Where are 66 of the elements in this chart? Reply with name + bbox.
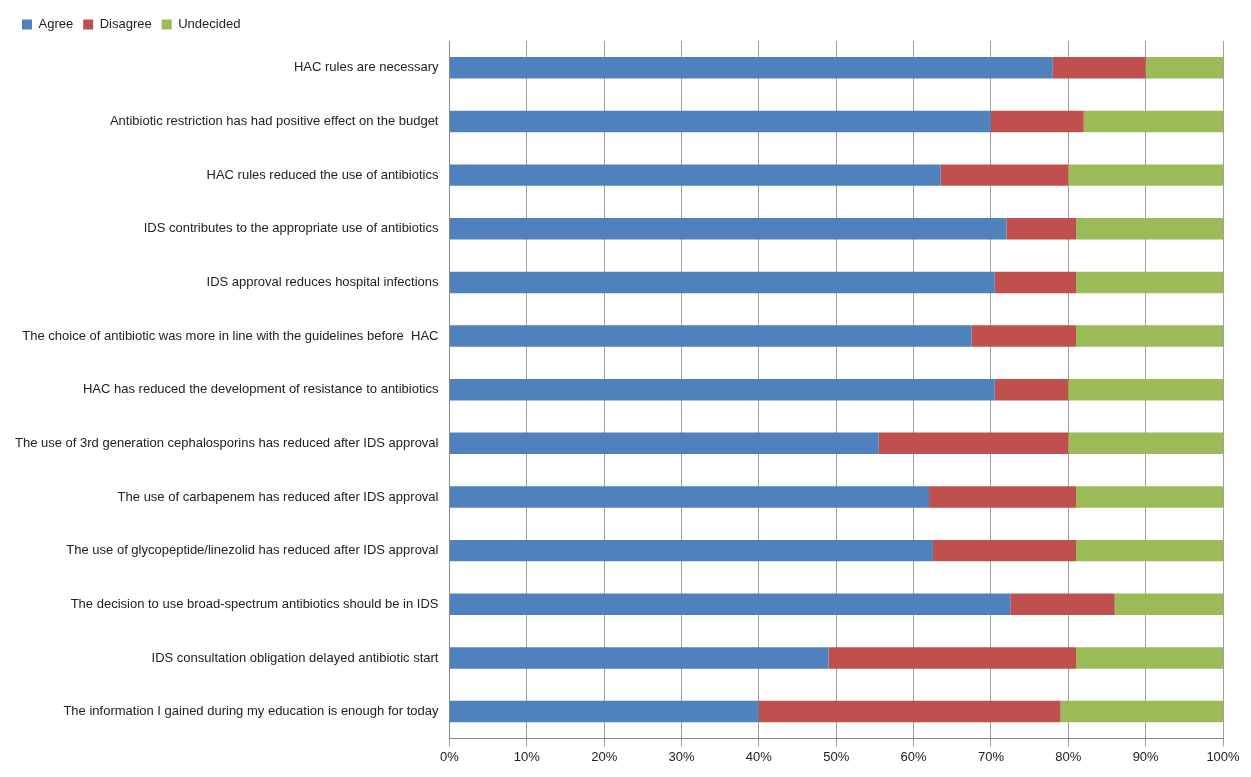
- y-tick-label: The use of 3rd generation cephalosporins has reduced after IDS approval: [15, 434, 439, 450]
- x-tick-label: 70%: [977, 748, 1005, 764]
- bar: [940, 164, 1069, 186]
- bar: [1076, 539, 1223, 562]
- x-tick-label: 80%: [1055, 748, 1082, 764]
- bar: [1145, 57, 1223, 79]
- y-tick-label: HAC rules are necessary: [293, 59, 439, 75]
- bar: [828, 647, 1077, 669]
- x-tick-label: 40%: [745, 748, 773, 764]
- bar: [990, 110, 1084, 133]
- bar: [1076, 218, 1223, 240]
- bar: [449, 539, 933, 562]
- bar: [449, 110, 991, 133]
- y-tick-label: The use of glycopeptide/linezolid has reduced after IDS approval: [66, 542, 439, 558]
- bar: [878, 432, 1069, 455]
- bar: [1068, 378, 1223, 401]
- bar: [449, 432, 879, 455]
- bar: [449, 378, 995, 401]
- bar: [994, 271, 1077, 294]
- bar: [994, 378, 1069, 401]
- bar: [449, 57, 1053, 79]
- x-tick-label: 0%: [440, 748, 460, 764]
- bar: [1076, 647, 1223, 669]
- x-tick-label: 90%: [1132, 748, 1160, 764]
- bar: [932, 539, 1077, 562]
- bar: [1010, 593, 1115, 616]
- bar: [1006, 218, 1077, 240]
- y-tick-label: The choice of antibiotic was more in line with the guidelines before HAC: [22, 327, 439, 343]
- bar: [1076, 271, 1223, 294]
- legend-label: Disagree: [99, 16, 152, 32]
- x-tick-label: 10%: [513, 748, 541, 764]
- bar: [449, 700, 759, 723]
- bar: [449, 325, 972, 347]
- bar: [1068, 164, 1223, 186]
- bar: [449, 486, 930, 508]
- bar: [449, 164, 941, 186]
- bar: [449, 218, 1007, 240]
- y-tick-label: The use of carbapenem has reduced after IDS approval: [117, 488, 439, 504]
- bar: [1114, 593, 1223, 616]
- bar: [1083, 110, 1223, 133]
- bar: [1076, 486, 1223, 508]
- y-tick-label: IDS contributes to the appropriate use of antibiotics: [143, 220, 439, 236]
- y-tick-label: IDS consultation obligation delayed antibiotic start: [151, 649, 439, 665]
- bar: [449, 647, 829, 669]
- y-tick-label: Antibiotic restriction has had positive effect on the budget: [109, 113, 439, 129]
- bar: [1068, 432, 1223, 455]
- bar: [1052, 57, 1146, 79]
- x-tick-label: 30%: [668, 748, 695, 764]
- legend-label: Agree: [38, 16, 74, 32]
- bar: [449, 271, 995, 294]
- x-tick-label: 20%: [591, 748, 618, 764]
- x-tick-label: 50%: [823, 748, 850, 764]
- bar: [929, 486, 1077, 508]
- y-tick-label: HAC has reduced the development of resistance to antibiotics: [82, 381, 439, 397]
- x-tick-label: 60%: [900, 748, 928, 764]
- y-tick-label: The information I gained during my education is enough for today: [63, 703, 439, 719]
- bar: [1076, 325, 1223, 347]
- bar: [449, 593, 1011, 616]
- x-tick-label: 100%: [1206, 748, 1241, 764]
- bar: [758, 700, 1061, 723]
- bar: [971, 325, 1077, 347]
- y-tick-label: HAC rules reduced the use of antibiotics: [206, 166, 439, 182]
- legend-label: Undecided: [178, 16, 241, 32]
- bar: [1060, 700, 1223, 723]
- y-tick-label: The decision to use broad-spectrum antibiotics should be in IDS: [70, 595, 439, 611]
- y-tick-label: IDS approval reduces hospital infections: [206, 273, 439, 289]
